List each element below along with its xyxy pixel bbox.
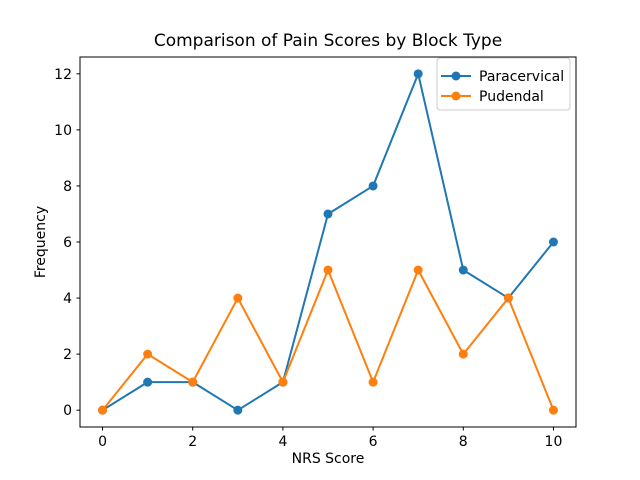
y-tick-label: 2 (63, 347, 72, 363)
data-point-pudendal-x0 (98, 405, 108, 415)
y-tick-label: 12 (54, 67, 72, 83)
x-tick-label: 2 (188, 434, 197, 450)
y-axis-label: Frequency (33, 206, 49, 278)
plot-area (79, 56, 577, 428)
data-point-pudendal-x6 (368, 377, 378, 387)
y-tick-label: 10 (54, 123, 72, 139)
y-axis-ticks: 0 2 4 6 8 10 12 (54, 67, 80, 419)
data-point-pudendal-x7 (413, 265, 423, 275)
x-tick-label: 10 (545, 434, 563, 450)
series-group (98, 69, 558, 415)
legend: Paracervical Pudendal (436, 57, 571, 111)
x-tick-label: 8 (459, 434, 468, 450)
data-point-paracervical-x8 (458, 265, 468, 275)
legend-label-paracervical: Paracervical (479, 69, 564, 85)
data-point-paracervical-x7 (413, 69, 423, 79)
legend-marker-pudendal (451, 91, 461, 101)
data-point-pudendal-x1 (143, 349, 153, 359)
legend-label-pudendal: Pudendal (479, 89, 544, 105)
y-tick-label: 6 (63, 235, 72, 251)
data-point-paracervical-x6 (368, 181, 378, 191)
data-point-pudendal-x5 (323, 265, 333, 275)
data-point-paracervical-x10 (548, 237, 558, 247)
data-point-pudendal-x8 (458, 349, 468, 359)
data-point-pudendal-x9 (503, 293, 513, 303)
data-point-paracervical-x3 (233, 405, 243, 415)
x-tick-label: 4 (278, 434, 287, 450)
data-point-paracervical-x1 (143, 377, 153, 387)
data-point-pudendal-x4 (278, 377, 288, 387)
data-point-paracervical-x5 (323, 209, 333, 219)
y-tick-label: 4 (63, 291, 72, 307)
legend-marker-paracervical (451, 71, 461, 81)
y-tick-label: 0 (63, 403, 72, 419)
x-tick-label: 0 (98, 434, 107, 450)
x-tick-label: 6 (369, 434, 378, 450)
data-point-pudendal-x2 (188, 377, 198, 387)
chart-title: Comparison of Pain Scores by Block Type (154, 31, 502, 51)
y-tick-label: 8 (63, 179, 72, 195)
data-point-pudendal-x10 (548, 405, 558, 415)
x-axis-label: NRS Score (292, 451, 365, 467)
data-point-pudendal-x3 (233, 293, 243, 303)
x-axis-ticks: 0 2 4 6 8 10 (98, 427, 562, 450)
